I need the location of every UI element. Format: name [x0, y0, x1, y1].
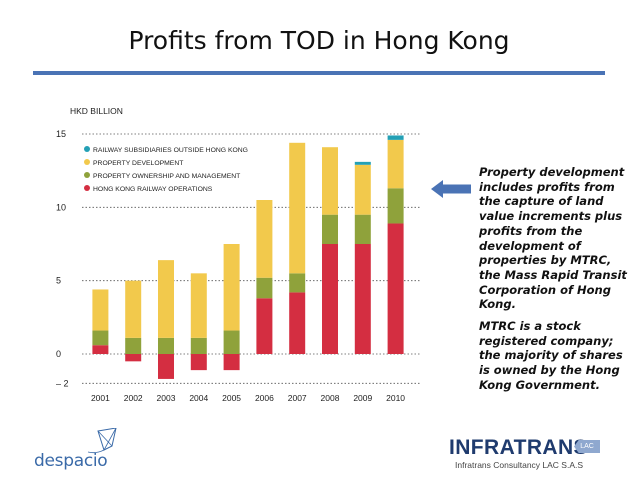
x-tick-label: 2002 [124, 393, 143, 403]
bar-segment [190, 354, 207, 371]
bar-segment [322, 147, 338, 215]
x-tick-label: 2010 [386, 393, 405, 403]
y-axis-label: HKD BILLION [70, 106, 123, 116]
legend-entry: RAILWAY SUBSIDIARIES OUTSIDE HONG KONG [93, 147, 248, 154]
bar-segment [354, 244, 371, 354]
y-tick-label: 5 [56, 276, 61, 286]
bar-segment [158, 260, 174, 338]
bar-segment [387, 223, 404, 354]
x-tick-label: 2001 [91, 393, 110, 403]
x-tick-label: 2004 [189, 393, 208, 403]
bar-segment [223, 244, 240, 331]
bar-segment [322, 214, 338, 244]
bar-segment [190, 273, 207, 338]
bar-segment [387, 139, 404, 189]
x-tick-label: 2008 [321, 393, 340, 403]
bar-segment [92, 345, 109, 354]
bar-segment [256, 277, 273, 299]
infratrans-subtitle: Infratrans Consultancy LAC S.A.S [455, 460, 584, 470]
x-tick-label: 2009 [353, 393, 372, 403]
infratrans-logo-text: INFRATRANS [449, 436, 588, 459]
callout-text: Property development includes profits fr… [479, 165, 631, 400]
bar-segment [256, 298, 273, 354]
bar-segment [289, 142, 306, 274]
infratrans-lac-tag: LAC [574, 440, 600, 453]
bar-segment [387, 188, 404, 224]
bar-segment [256, 200, 273, 278]
legend-marker [84, 172, 90, 178]
legend-marker [84, 185, 90, 191]
bar-segment [158, 354, 174, 379]
slide-title: Profits from TOD in Hong Kong [128, 26, 510, 55]
y-tick-label: 15 [56, 129, 66, 139]
x-tick-label: 2007 [288, 393, 307, 403]
x-tick-label: 2005 [222, 393, 241, 403]
callout-paragraph-2: MTRC is a stock registered company; the … [479, 319, 623, 392]
bar-segment [354, 214, 371, 244]
y-tick-label: 10 [56, 202, 66, 212]
bar-segment [92, 330, 109, 346]
bar-segment [289, 292, 306, 354]
legend-entry: PROPERTY OWNERSHIP AND MANAGEMENT [93, 173, 240, 180]
x-tick-label: 2003 [157, 393, 176, 403]
title-rule [33, 71, 605, 75]
x-tick-label: 2006 [255, 393, 274, 403]
y-tick-label: 0 [56, 349, 61, 359]
bar-segment [190, 337, 207, 354]
left-arrow-icon [431, 180, 471, 198]
legend-marker [84, 159, 90, 165]
bar-segment [125, 280, 142, 338]
bar-segment [125, 337, 142, 354]
legend-entry: PROPERTY DEVELOPMENT [93, 160, 183, 167]
callout-paragraph-1: Property development includes profits fr… [479, 165, 627, 312]
legend-entry: HONG KONG RAILWAY OPERATIONS [93, 186, 213, 193]
despacio-logo-icon [87, 428, 117, 454]
bar-segment [387, 135, 404, 140]
bar-segment [125, 354, 142, 362]
bar-segment [354, 161, 371, 165]
bar-segment [223, 354, 240, 371]
bar-segment [354, 164, 371, 215]
bar-segment [92, 289, 109, 331]
despacio-logo-text: despacio [34, 451, 108, 471]
legend-marker [84, 146, 90, 152]
bar-segment [322, 244, 338, 354]
bar-segment [289, 273, 306, 293]
bar-segment [158, 337, 174, 354]
bar-segment [223, 330, 240, 354]
y-tick-label: – 2 [56, 378, 69, 388]
